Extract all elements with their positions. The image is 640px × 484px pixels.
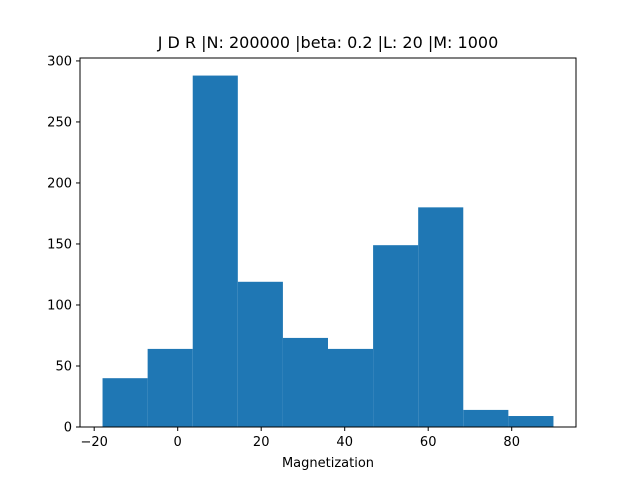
bars-group [102,75,554,428]
histogram-bar-4 [282,337,328,427]
histogram-bar-6 [373,245,419,427]
histogram-bar-0 [102,378,148,427]
histogram-bar-9 [508,416,554,427]
histogram-bar-5 [328,348,374,427]
x-tick-label: 40 [336,435,353,450]
chart-title: J D R |N: 200000 |beta: 0.2 |L: 20 |M: 1… [157,33,499,52]
y-tick-label: 200 [47,176,72,191]
histogram-bar-1 [147,348,193,427]
plot-frame [79,57,577,428]
x-tick-label: −20 [80,435,107,450]
y-tick-label: 150 [47,237,72,252]
x-axis-label: Magnetization [282,456,374,471]
y-tick-label: 250 [47,115,72,130]
y-ticks-group: 0 50 100 150 200 250 300 [47,54,80,436]
x-tick-label: 20 [253,435,270,450]
histogram-bar-8 [463,409,509,427]
y-tick-label: 50 [55,359,72,374]
x-tick-label: 80 [503,435,520,450]
y-tick-label: 100 [47,298,72,313]
x-tick-label: 60 [420,435,437,450]
histogram-bar-7 [418,207,464,427]
histogram-bar-2 [192,75,238,428]
y-tick-label: 300 [47,54,72,69]
x-ticks-group: −20 0 20 40 60 80 [80,427,520,450]
y-tick-label: 0 [64,421,72,436]
histogram-bar-3 [237,281,283,427]
x-tick-label: 0 [174,435,182,450]
